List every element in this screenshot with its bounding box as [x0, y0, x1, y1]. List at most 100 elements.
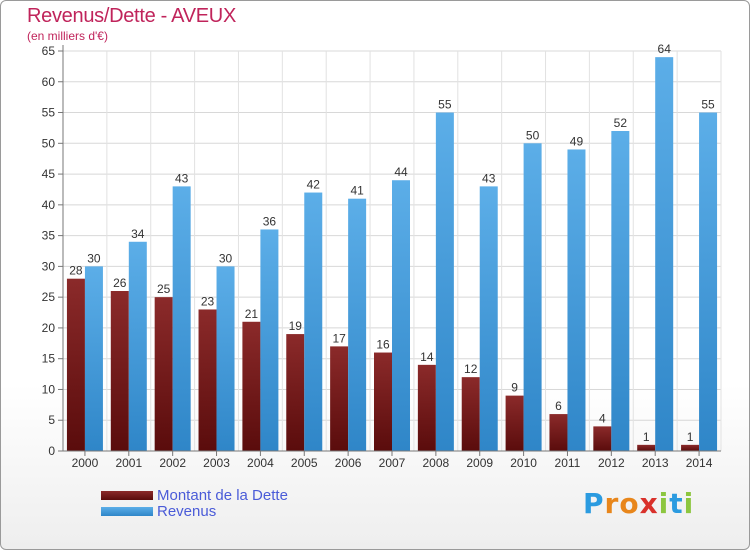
bar-debt-2000 — [66, 278, 85, 451]
value-labels: 2830263425432330213619421741164414551243… — [69, 42, 715, 444]
logo-letter: i — [683, 487, 695, 520]
legend-swatch-debt — [101, 490, 153, 500]
x-tick-label-2011: 2011 — [555, 456, 581, 470]
bar-debt-2007 — [374, 352, 392, 451]
bar-debt-2010 — [505, 395, 524, 451]
legend: Montant de la Dette Revenus — [101, 486, 288, 520]
label-revenue-2012: 52 — [614, 116, 628, 130]
bar-debt-2003 — [198, 309, 217, 451]
logo-letter: r — [604, 487, 620, 520]
label-revenue-2013: 64 — [658, 42, 672, 56]
label-debt-2007: 16 — [376, 338, 390, 352]
legend-label-debt: Montant de la Dette — [157, 486, 288, 504]
logo-letter: P — [583, 487, 605, 520]
bar-revenue-2009 — [479, 186, 498, 451]
x-tick-label-2002: 2002 — [159, 456, 186, 470]
x-tick-label-2003: 2003 — [203, 456, 230, 470]
y-tick-label-45: 45 — [42, 167, 56, 181]
x-tick-label-2012: 2012 — [598, 456, 625, 470]
x-tick-label-2009: 2009 — [466, 456, 493, 470]
logo-letter: t — [669, 487, 684, 520]
chart-title: Revenus/Dette - AVEUX — [27, 5, 236, 27]
y-tick-label-0: 0 — [48, 444, 55, 458]
label-revenue-2009: 43 — [482, 171, 496, 185]
label-debt-2002: 25 — [157, 282, 171, 296]
y-tick-label-65: 65 — [42, 44, 56, 58]
bar-debt-2001 — [110, 291, 129, 451]
label-revenue-2001: 34 — [131, 227, 145, 241]
label-debt-2001: 26 — [113, 276, 127, 290]
legend-item-revenue: Revenus — [101, 502, 288, 520]
label-revenue-2011: 49 — [570, 134, 584, 148]
bar-debt-2008 — [417, 364, 436, 451]
bar-revenue-2011 — [567, 149, 586, 451]
label-revenue-2000: 30 — [87, 251, 101, 265]
chart-subtitle: (en milliers d'€) — [27, 29, 108, 43]
y-tick-label-40: 40 — [42, 198, 56, 212]
bar-revenue-2014 — [699, 112, 718, 452]
label-debt-2010: 9 — [511, 381, 518, 395]
bar-revenue-2001 — [128, 241, 147, 451]
bar-revenue-2002 — [172, 186, 191, 451]
label-debt-2009: 12 — [464, 362, 478, 376]
y-tick-label-25: 25 — [42, 290, 56, 304]
y-tick-label-55: 55 — [42, 106, 56, 120]
y-tick-label-30: 30 — [42, 259, 56, 273]
y-tick-label-5: 5 — [48, 413, 55, 427]
label-debt-2013: 1 — [643, 430, 650, 444]
label-debt-2005: 19 — [289, 319, 303, 333]
label-revenue-2002: 43 — [175, 171, 189, 185]
label-debt-2006: 17 — [332, 331, 346, 345]
label-revenue-2006: 41 — [350, 184, 364, 198]
bar-revenue-2010 — [523, 143, 542, 452]
bar-debt-2002 — [154, 297, 173, 451]
legend-item-debt: Montant de la Dette — [101, 486, 288, 504]
bar-revenue-2008 — [435, 112, 454, 452]
x-tick-label-2006: 2006 — [335, 456, 362, 470]
x-tick-label-2014: 2014 — [686, 456, 713, 470]
label-debt-2008: 14 — [420, 350, 434, 364]
bars — [66, 57, 718, 452]
y-tick-label-10: 10 — [42, 382, 56, 396]
label-debt-2014: 1 — [687, 430, 694, 444]
label-revenue-2004: 36 — [263, 214, 277, 228]
legend-label-revenue: Revenus — [157, 502, 217, 520]
bar-debt-2005 — [286, 334, 305, 451]
bar-debt-2011 — [549, 414, 568, 451]
bar-debt-2009 — [461, 377, 480, 451]
bar-debt-2014 — [681, 444, 700, 451]
bar-debt-2006 — [330, 346, 349, 451]
label-revenue-2008: 55 — [438, 98, 452, 112]
x-tick-label-2004: 2004 — [247, 456, 274, 470]
bar-debt-2013 — [637, 444, 656, 451]
label-debt-2004: 21 — [245, 307, 259, 321]
logo-letter: x — [639, 487, 659, 520]
logo-letter: i — [658, 487, 670, 520]
logo-letter: o — [619, 487, 640, 520]
label-revenue-2010: 50 — [526, 128, 540, 142]
proxiti-logo: Proxiti — [583, 487, 694, 520]
bar-revenue-2005 — [304, 192, 323, 452]
x-tick-label-2005: 2005 — [291, 456, 318, 470]
y-tick-label-50: 50 — [42, 136, 56, 150]
bar-revenue-2000 — [84, 266, 103, 451]
label-debt-2003: 23 — [201, 294, 215, 308]
bar-revenue-2003 — [216, 266, 235, 451]
label-debt-2011: 6 — [555, 399, 562, 413]
y-tick-label-35: 35 — [42, 229, 56, 243]
x-tick-label-2010: 2010 — [510, 456, 537, 470]
bar-revenue-2006 — [348, 198, 367, 451]
x-tick-label-2001: 2001 — [115, 456, 142, 470]
legend-swatch-revenue — [101, 506, 153, 516]
bar-debt-2012 — [593, 426, 612, 451]
label-debt-2012: 4 — [599, 411, 606, 425]
bar-revenue-2012 — [611, 131, 630, 451]
bar-revenue-2004 — [260, 229, 279, 451]
y-tick-label-60: 60 — [42, 75, 56, 89]
bar-revenue-2007 — [392, 180, 410, 451]
bar-revenue-2013 — [655, 57, 674, 452]
label-revenue-2003: 30 — [219, 251, 233, 265]
y-tick-label-20: 20 — [42, 321, 56, 335]
label-revenue-2007: 44 — [394, 165, 408, 179]
